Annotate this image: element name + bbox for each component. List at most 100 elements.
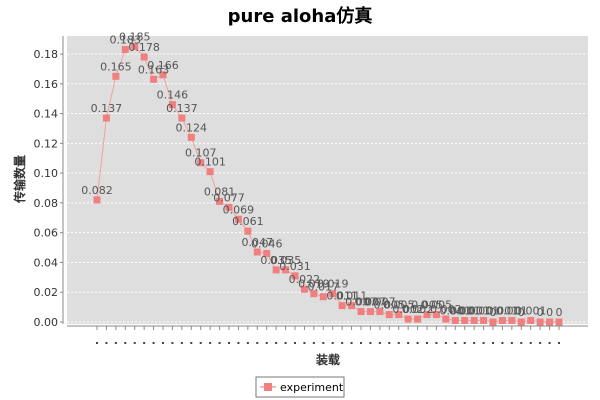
data-label: 0.001 xyxy=(487,305,519,318)
data-label: 0.166 xyxy=(147,59,179,72)
y-tick-label: 0.00 xyxy=(34,316,59,329)
data-point xyxy=(197,159,205,167)
x-tick-label xyxy=(397,342,400,344)
x-tick-label xyxy=(388,342,391,344)
x-tick-label xyxy=(228,342,230,344)
x-tick-label xyxy=(133,342,136,344)
x-tick-label xyxy=(114,342,117,344)
data-label: 0.001 xyxy=(515,305,547,318)
data-point xyxy=(385,311,393,319)
data-label: 0.007 xyxy=(364,296,396,309)
data-point xyxy=(234,215,242,223)
data-label: 0.005 xyxy=(383,299,415,312)
data-label: 0 xyxy=(490,306,497,319)
data-point xyxy=(404,315,412,323)
legend-label-experiment: experiment xyxy=(280,381,344,394)
data-point xyxy=(244,227,252,235)
y-axis: 0.00 0.02 0.04 0.06 0.08 0.10 0.12 0.14 0.16 0.18 xyxy=(34,36,64,329)
data-label: 0.005 xyxy=(411,299,443,312)
grid-lines xyxy=(67,53,588,323)
x-tick-label xyxy=(407,342,410,344)
x-tick-label xyxy=(463,342,466,344)
data-point xyxy=(348,302,356,310)
x-tick-label xyxy=(171,342,174,344)
data-label: 0.061 xyxy=(232,215,264,228)
data-point xyxy=(555,318,563,326)
data-label: 0.124 xyxy=(176,121,208,134)
x-tick-label xyxy=(275,342,278,344)
x-tick-label xyxy=(96,342,98,344)
x-tick-label xyxy=(265,342,268,344)
y-tick-label: 0.16 xyxy=(34,78,59,91)
data-point xyxy=(263,250,271,258)
data-label: 0.019 xyxy=(298,278,330,291)
data-point xyxy=(168,101,176,109)
x-tick-label xyxy=(416,342,419,344)
data-label: 0.011 xyxy=(336,290,368,303)
legend-marker-icon xyxy=(264,383,272,391)
data-point xyxy=(112,72,120,80)
x-tick-label xyxy=(180,342,183,344)
x-tick-label xyxy=(105,342,108,344)
series-experiment xyxy=(93,43,563,326)
x-tick-label xyxy=(303,342,306,344)
x-axis-title: 装载 xyxy=(315,352,340,367)
data-point xyxy=(102,114,110,122)
legend-box xyxy=(255,376,345,398)
data-label: 0.001 xyxy=(449,305,481,318)
y-tick-label: 0.04 xyxy=(34,256,59,269)
x-tick-label xyxy=(256,342,259,344)
data-point xyxy=(300,285,308,293)
x-tick-label xyxy=(294,342,296,344)
x-tick-label xyxy=(218,342,221,344)
data-label: 0.081 xyxy=(204,185,236,198)
y-tick-label: 0.12 xyxy=(34,137,59,150)
x-tick-label xyxy=(143,342,146,344)
data-point xyxy=(461,317,469,325)
data-label: 0.077 xyxy=(213,191,245,204)
x-tick-label xyxy=(539,342,542,344)
data-point xyxy=(442,315,450,323)
data-label: 0.005 xyxy=(374,299,406,312)
data-point xyxy=(508,317,516,325)
data-point xyxy=(480,317,488,325)
chart-title: pure aloha仿真 xyxy=(228,5,373,27)
data-point xyxy=(93,196,101,204)
x-tick-label xyxy=(341,342,344,344)
y-tick-label: 0.14 xyxy=(34,108,59,121)
data-point xyxy=(187,133,195,141)
data-point xyxy=(376,308,384,316)
data-label: 0.001 xyxy=(440,305,472,318)
x-tick-label xyxy=(124,342,127,344)
data-label: 0.183 xyxy=(110,34,142,47)
data-label: 0.002 xyxy=(430,303,462,316)
data-label: 0.035 xyxy=(260,254,292,267)
data-point xyxy=(357,308,365,316)
data-point xyxy=(527,317,535,325)
data-point xyxy=(489,318,497,326)
data-label: 0.001 xyxy=(468,305,500,318)
data-point xyxy=(216,197,224,205)
data-label: 0.165 xyxy=(100,60,132,73)
data-point xyxy=(178,114,186,122)
data-label: 0.146 xyxy=(157,89,189,102)
data-label: 0.185 xyxy=(119,31,151,44)
data-point xyxy=(498,317,506,325)
x-tick-label xyxy=(520,342,523,344)
data-point xyxy=(329,290,337,298)
x-tick-label xyxy=(473,342,476,344)
data-point xyxy=(121,46,129,54)
x-tick-label xyxy=(360,342,362,344)
y-tick-label: 0.18 xyxy=(34,48,59,61)
data-point xyxy=(159,71,167,79)
x-tick-label xyxy=(162,342,164,344)
data-label: 0.022 xyxy=(289,273,321,286)
data-point xyxy=(470,317,478,325)
x-tick-label xyxy=(190,342,193,344)
x-tick-label xyxy=(284,342,287,344)
data-label: 0.011 xyxy=(326,290,358,303)
data-label: 0 xyxy=(546,306,553,319)
data-point xyxy=(140,53,148,61)
data-point xyxy=(253,248,261,256)
